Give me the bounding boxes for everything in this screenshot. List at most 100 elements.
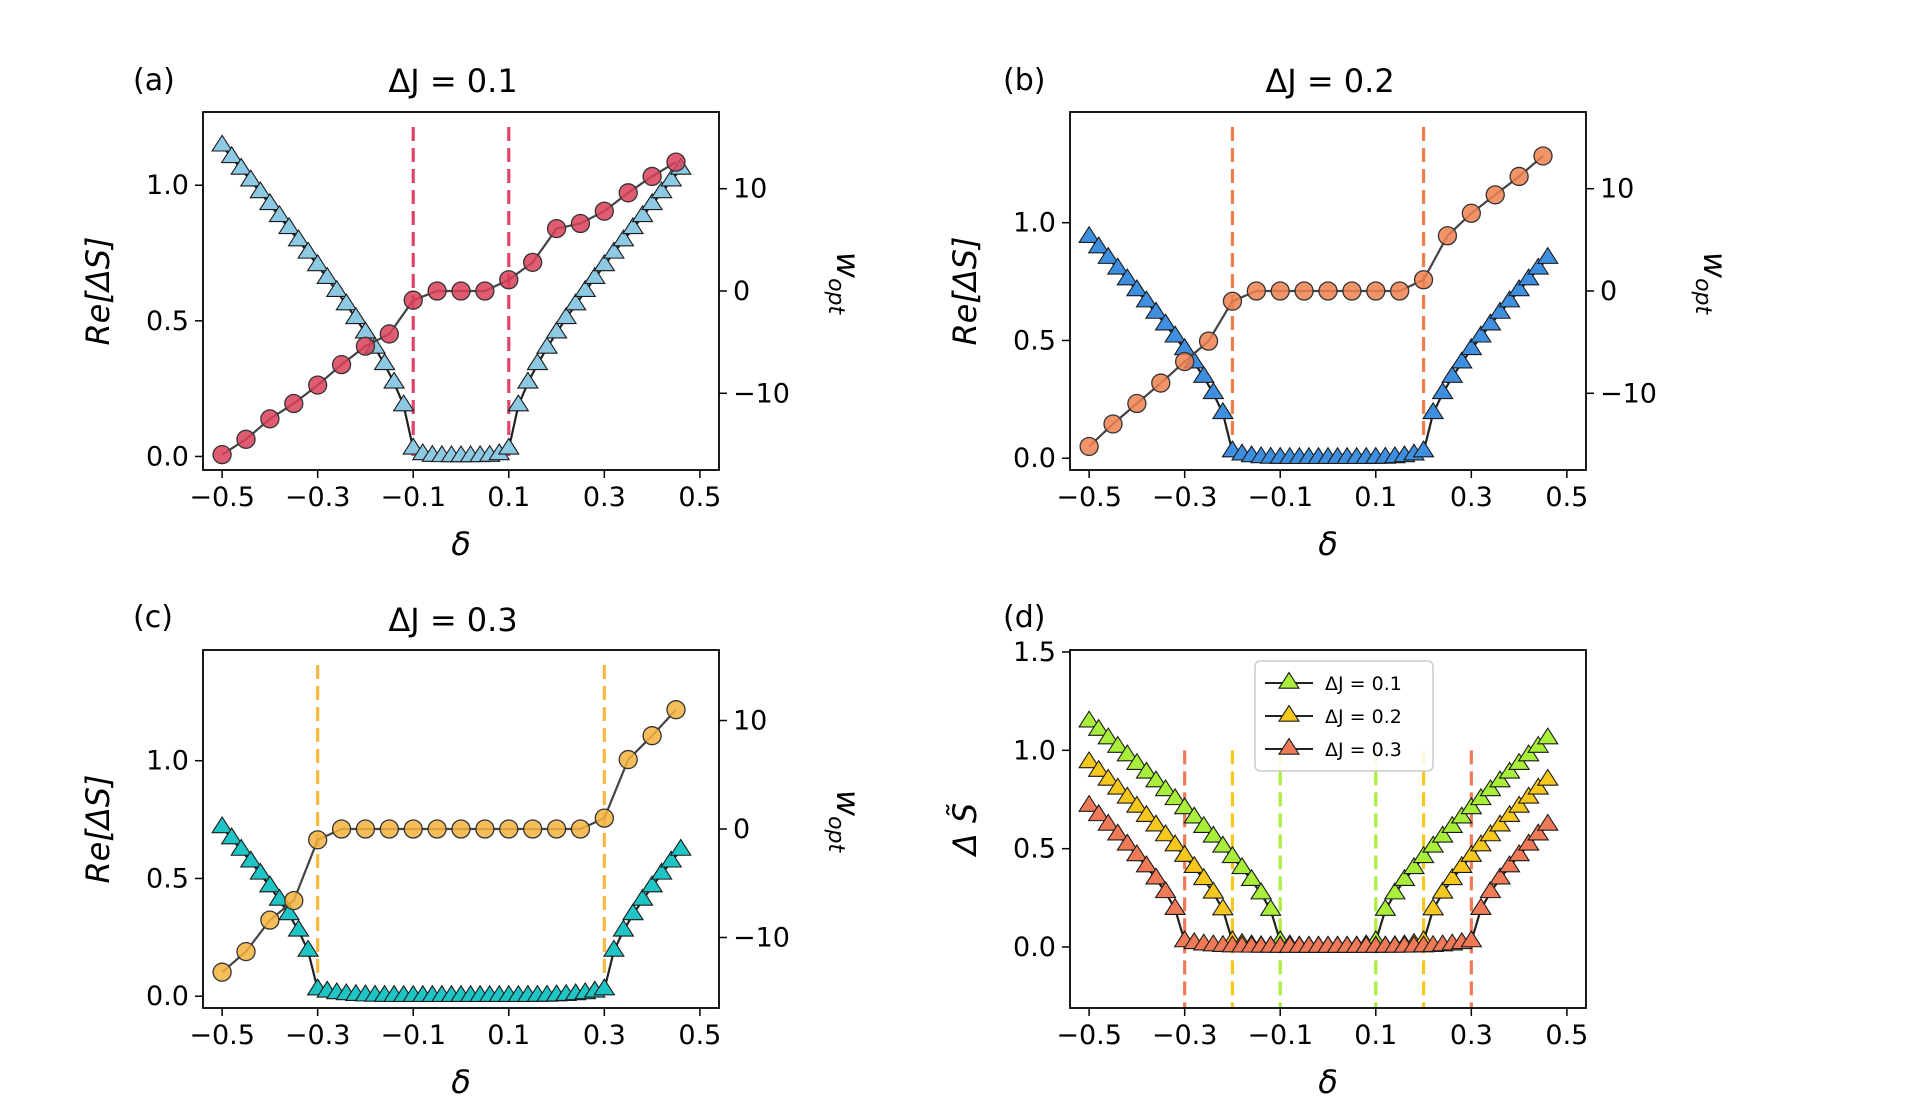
triangle-marker	[1211, 401, 1234, 420]
y-tick-label: 0.0	[146, 981, 189, 1012]
y2-tick-label: −10	[1600, 378, 1657, 409]
triangle-marker	[392, 394, 415, 412]
circle-marker	[355, 819, 376, 839]
circle-marker	[379, 819, 399, 839]
panel-d: −0.5 −0.3 −0.1 0.1 0.3 0.5 0.0 0.5 1.0 1.5 δ Δ S̃ (d…	[946, 600, 1588, 1101]
triangle-marker	[1116, 744, 1139, 762]
series-circles	[212, 700, 686, 982]
x-tick-label: 0.3	[583, 1020, 626, 1051]
triangle-marker	[602, 241, 625, 259]
y-tick-label: 1.0	[146, 170, 189, 201]
series-circles	[1079, 146, 1553, 457]
x-tick-label: 0.5	[1545, 1020, 1588, 1051]
circle-marker	[331, 354, 352, 375]
triangle-marker	[1488, 867, 1512, 885]
triangle-marker	[1431, 381, 1454, 400]
panel-label: (b)	[1003, 63, 1045, 98]
circle-marker	[1079, 436, 1099, 457]
triangle-marker	[1527, 735, 1550, 753]
circle-marker	[570, 819, 591, 839]
panel-c: −0.5 −0.3 −0.1 0.1 0.3 0.5 0.0 0.5 1.0 10 0 −10 δ Re[…	[79, 600, 867, 1101]
circle-marker	[570, 213, 591, 234]
triangle-marker	[1125, 752, 1148, 770]
triangle-marker	[555, 306, 578, 325]
circle-marker	[475, 281, 495, 301]
triangle-marker	[1078, 225, 1101, 243]
triangle-marker	[1469, 897, 1492, 915]
y2-tick-label: 10	[1600, 174, 1634, 205]
triangle-marker	[631, 888, 654, 906]
y-tick-label: 1.5	[1013, 637, 1056, 668]
legend-marker	[1277, 704, 1301, 722]
x-tick-label: 0.1	[1354, 1020, 1397, 1051]
triangle-marker	[1087, 803, 1110, 822]
triangle-marker	[1154, 313, 1177, 331]
triangle-marker	[1469, 325, 1492, 343]
triangle-marker	[1527, 777, 1550, 795]
circle-marker	[260, 910, 280, 930]
circle-marker	[523, 819, 543, 839]
y-tick-label: 0.0	[1013, 932, 1056, 963]
triangle-marker	[650, 181, 673, 199]
triangle-marker	[1488, 814, 1512, 832]
triangle-marker	[1078, 710, 1101, 728]
circle-marker	[1342, 281, 1362, 301]
x-tick-label: 0.3	[1450, 1020, 1493, 1051]
triangle-marker	[1135, 804, 1158, 823]
circle-marker	[1151, 373, 1171, 393]
legend-marker	[1277, 671, 1301, 689]
triangle-marker	[230, 157, 253, 175]
triangle-marker	[1498, 804, 1521, 823]
x-tick-label: −0.5	[189, 1020, 255, 1051]
series-2	[1078, 794, 1559, 953]
plot-area	[211, 127, 692, 465]
y-tick-label: 0.5	[146, 306, 189, 337]
series-triangles	[1078, 225, 1559, 464]
x-tick-label: −0.5	[1056, 482, 1122, 513]
y-tick-label: 0.0	[146, 441, 189, 472]
circle-marker	[499, 819, 519, 839]
circle-marker	[236, 941, 256, 962]
triangle-marker	[220, 827, 243, 845]
circle-marker	[1485, 185, 1505, 205]
circle-marker	[331, 819, 352, 839]
y2-tick-label: 0	[733, 814, 750, 845]
circle-marker	[594, 808, 614, 828]
triangle-marker	[1402, 856, 1426, 875]
triangle-marker	[1517, 744, 1540, 762]
triangle-marker	[1173, 797, 1196, 815]
triangle-marker	[297, 939, 320, 957]
triangle-marker	[1422, 898, 1445, 916]
x-tick-label: 0.1	[487, 1020, 530, 1051]
x-tick-label: −0.3	[1152, 482, 1218, 513]
triangle-marker	[1183, 806, 1206, 824]
plot-area	[1078, 127, 1559, 464]
y-axis-label: Re[ΔS]	[946, 236, 984, 345]
triangle-marker	[1144, 770, 1168, 788]
triangle-marker	[1164, 787, 1187, 806]
y-tick-label: 0.0	[1013, 443, 1056, 474]
circle-marker	[1533, 146, 1553, 166]
plot-area	[1078, 710, 1559, 1008]
triangle-marker	[669, 838, 692, 856]
triangle-marker	[1087, 236, 1110, 254]
x-tick-label: −0.1	[380, 1020, 446, 1051]
triangle-marker	[650, 862, 673, 880]
legend-label: ΔJ = 0.1	[1325, 673, 1402, 695]
y2-axis-label: wopt	[1690, 252, 1734, 316]
triangle-marker	[297, 241, 320, 259]
triangle-marker	[1097, 768, 1120, 786]
triangle-marker	[268, 204, 291, 223]
circle-marker	[1366, 281, 1386, 301]
triangle-marker	[535, 336, 559, 354]
x-tick-label: −0.5	[189, 482, 255, 513]
y-axis-label: Δ S̃	[946, 803, 984, 858]
triangle-marker	[325, 279, 348, 297]
triangle-marker	[1469, 787, 1492, 806]
x-tick-label: −0.5	[1056, 1020, 1122, 1051]
triangle-marker	[1508, 752, 1531, 770]
triangle-marker	[593, 253, 616, 272]
triangle-marker	[1536, 768, 1559, 786]
circle-marker	[308, 830, 328, 850]
triangle-marker	[1144, 301, 1168, 319]
